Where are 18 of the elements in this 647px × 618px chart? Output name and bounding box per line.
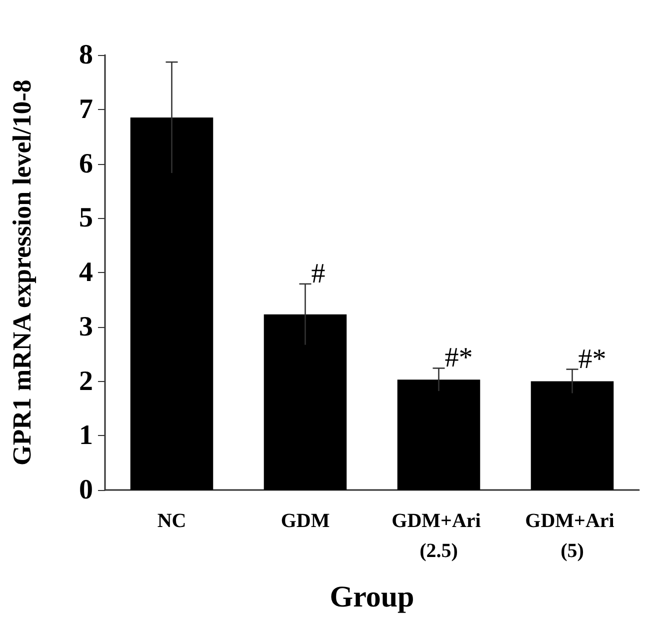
y-tick-label: 7 <box>79 94 93 125</box>
y-tick-label: 2 <box>79 366 93 397</box>
y-tick-label: 4 <box>79 257 93 288</box>
annotation: # <box>311 258 326 290</box>
y-tick-label: 1 <box>79 420 93 452</box>
y-axis-title: GPR1 mRNA expression level/10-8 <box>8 80 36 466</box>
y-tick-label: 8 <box>79 40 93 70</box>
x-tick-label: NC <box>157 510 186 532</box>
y-tick-label: 3 <box>79 311 93 342</box>
annotation: #* <box>578 344 606 375</box>
y-tick-label: 0 <box>79 474 93 506</box>
y-tick-label: 6 <box>79 148 93 180</box>
y-tick-label: 5 <box>79 202 93 234</box>
x-tick-label: GDM+Ari (5) <box>525 510 620 562</box>
x-axis-title: Group <box>330 580 414 614</box>
x-tick-label: GDM+Ari (2.5) <box>392 510 486 562</box>
annotation: #* <box>444 342 473 374</box>
x-tick-label: GDM <box>280 510 330 532</box>
